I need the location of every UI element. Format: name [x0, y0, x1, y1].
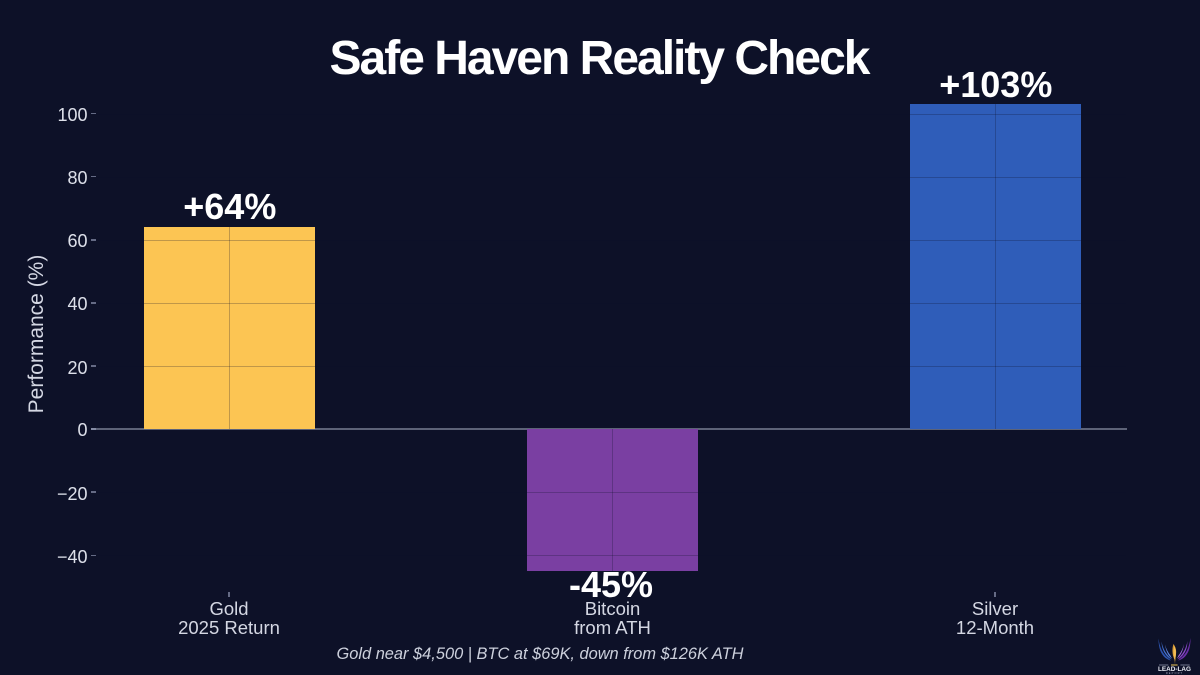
svg-text:REPORT: REPORT: [1166, 671, 1183, 675]
svg-text:LEAD-LAG: LEAD-LAG: [1158, 666, 1191, 673]
